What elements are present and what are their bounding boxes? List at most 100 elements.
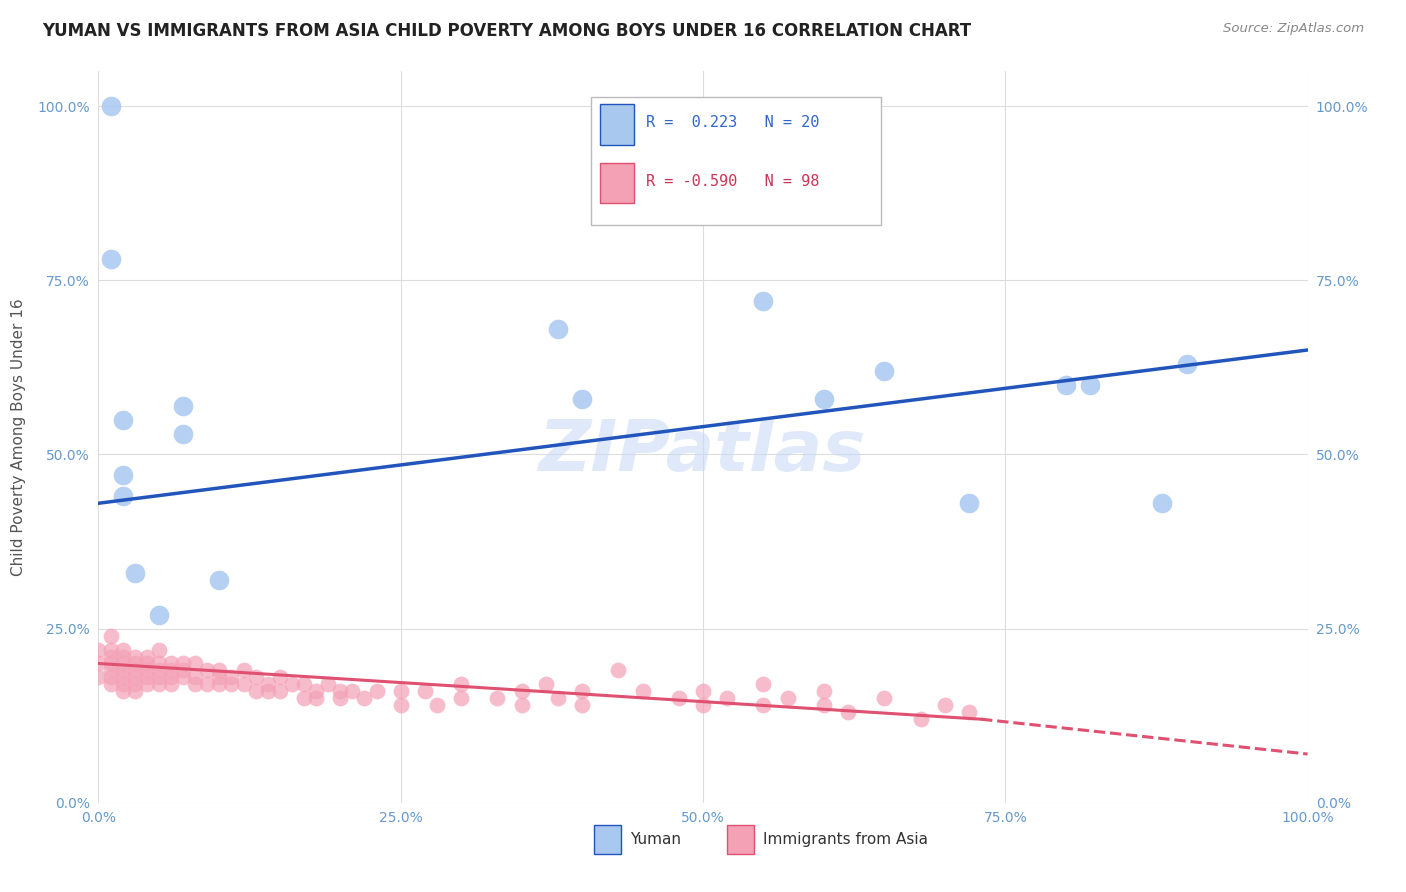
- Text: Source: ZipAtlas.com: Source: ZipAtlas.com: [1223, 22, 1364, 36]
- Point: [111, 412, 134, 426]
- Point: [813, 392, 835, 406]
- Point: [571, 698, 593, 713]
- Point: [111, 670, 134, 684]
- Bar: [595, 825, 621, 854]
- Point: [305, 684, 328, 698]
- Point: [124, 657, 146, 671]
- Point: [269, 684, 291, 698]
- Bar: [600, 104, 634, 145]
- Point: [316, 677, 339, 691]
- Point: [87, 642, 110, 657]
- Text: YUMAN VS IMMIGRANTS FROM ASIA CHILD POVERTY AMONG BOYS UNDER 16 CORRELATION CHAR: YUMAN VS IMMIGRANTS FROM ASIA CHILD POVE…: [42, 22, 972, 40]
- Point: [752, 294, 775, 309]
- Bar: [600, 163, 634, 203]
- Point: [1054, 377, 1077, 392]
- Text: R =  0.223   N = 20: R = 0.223 N = 20: [647, 115, 820, 130]
- Text: Immigrants from Asia: Immigrants from Asia: [763, 832, 928, 847]
- Point: [111, 468, 134, 483]
- Point: [813, 684, 835, 698]
- Point: [184, 670, 207, 684]
- Point: [111, 684, 134, 698]
- Y-axis label: Child Poverty Among Boys Under 16: Child Poverty Among Boys Under 16: [11, 298, 27, 576]
- Point: [1078, 377, 1101, 392]
- Point: [1175, 357, 1198, 371]
- Point: [305, 691, 328, 706]
- Point: [172, 657, 194, 671]
- Point: [426, 698, 449, 713]
- Point: [353, 691, 375, 706]
- Point: [160, 657, 183, 671]
- Point: [221, 677, 243, 691]
- Point: [281, 677, 304, 691]
- Point: [111, 649, 134, 664]
- Point: [510, 698, 533, 713]
- Point: [837, 705, 859, 719]
- Point: [195, 677, 218, 691]
- Point: [221, 670, 243, 684]
- Point: [172, 664, 194, 678]
- Point: [111, 489, 134, 503]
- Point: [208, 573, 231, 587]
- Point: [232, 664, 254, 678]
- Point: [510, 684, 533, 698]
- Point: [910, 712, 932, 726]
- Point: [135, 657, 157, 671]
- Point: [172, 426, 194, 441]
- Point: [124, 664, 146, 678]
- Point: [873, 364, 896, 378]
- Point: [111, 664, 134, 678]
- Point: [366, 684, 388, 698]
- Point: [668, 691, 690, 706]
- Point: [148, 607, 170, 622]
- Point: [148, 657, 170, 671]
- Point: [813, 698, 835, 713]
- Point: [752, 698, 775, 713]
- Point: [716, 691, 738, 706]
- Point: [87, 670, 110, 684]
- Point: [100, 629, 122, 643]
- Point: [292, 691, 315, 706]
- Point: [124, 649, 146, 664]
- Point: [135, 677, 157, 691]
- Point: [111, 657, 134, 671]
- Point: [100, 642, 122, 657]
- Text: R = -0.590   N = 98: R = -0.590 N = 98: [647, 174, 820, 188]
- Point: [389, 684, 412, 698]
- Point: [135, 664, 157, 678]
- Point: [172, 670, 194, 684]
- Point: [256, 684, 278, 698]
- Point: [934, 698, 956, 713]
- Point: [256, 677, 278, 691]
- Point: [184, 657, 207, 671]
- Point: [450, 691, 472, 706]
- Point: [124, 566, 146, 580]
- Point: [100, 252, 122, 267]
- Point: [208, 677, 231, 691]
- Point: [1152, 496, 1174, 510]
- Point: [776, 691, 799, 706]
- Point: [135, 649, 157, 664]
- Point: [124, 677, 146, 691]
- Point: [124, 670, 146, 684]
- Point: [389, 698, 412, 713]
- Point: [208, 670, 231, 684]
- Text: Yuman: Yuman: [630, 832, 682, 847]
- Point: [111, 642, 134, 657]
- Point: [100, 677, 122, 691]
- Point: [111, 677, 134, 691]
- Point: [413, 684, 436, 698]
- Point: [160, 670, 183, 684]
- Point: [692, 684, 714, 698]
- Point: [148, 664, 170, 678]
- Point: [148, 642, 170, 657]
- Point: [100, 99, 122, 113]
- Point: [245, 684, 267, 698]
- Point: [450, 677, 472, 691]
- Point: [184, 677, 207, 691]
- Point: [100, 670, 122, 684]
- Point: [329, 691, 352, 706]
- Point: [160, 677, 183, 691]
- Point: [232, 677, 254, 691]
- Point: [172, 399, 194, 413]
- Point: [100, 657, 122, 671]
